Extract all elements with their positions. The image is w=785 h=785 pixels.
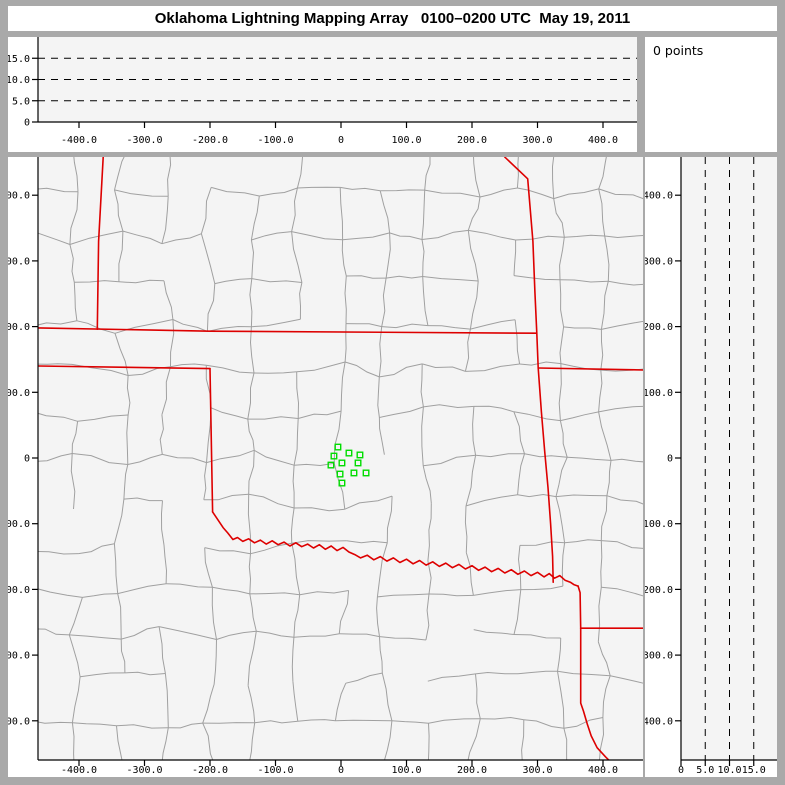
tick-label: 100.0: [391, 135, 421, 146]
tick-label: 15.0: [8, 54, 30, 65]
tick-label: 300.0: [522, 135, 552, 146]
tick-label: -300.0: [126, 135, 162, 146]
tick-label: 200.0: [8, 322, 30, 333]
tick-label: 10.0: [717, 765, 741, 776]
station-marker: [338, 459, 346, 467]
x-tick-labels: -400.0 -300.0 -200.0 -100.0 0 100.0 200.0 300.0…: [61, 122, 618, 146]
tick-label: -200.0: [192, 135, 228, 146]
station-marker: [334, 443, 342, 451]
state-boundaries: [38, 157, 643, 760]
points-count-label: 0 points: [653, 43, 704, 58]
altitude-vs-ns-card: 0 5.010.015.0 400.0 300.0 200.0 100.0 0 -100.0 -…: [645, 157, 777, 777]
tick-label: 300.0: [522, 765, 552, 776]
altitude-vs-ns-panel[interactable]: 0 5.010.015.0 400.0 300.0 200.0 100.0 0 -100.0 -…: [645, 157, 777, 777]
station-marker: [362, 469, 370, 477]
tick-label: 100.0: [8, 388, 30, 399]
tick-label: 100.0: [391, 765, 421, 776]
tick-label: 5.0: [12, 96, 30, 107]
station-marker: [345, 449, 353, 457]
station-marker: [338, 479, 346, 487]
tick-label: 200.0: [457, 135, 487, 146]
altitude-gridlines: [38, 57, 637, 102]
tick-label: -300.0: [8, 651, 30, 662]
tick-label: 300.0: [8, 256, 30, 267]
tick-label: -400.0: [61, 765, 97, 776]
plan-view-map-panel[interactable]: -400.0 -300.0 -200.0 -100.0 0 100.0 200.0 300.0…: [8, 157, 643, 777]
tick-label: -200.0: [192, 765, 228, 776]
y-tick-labels: 0 5.0 10.0 15.0: [8, 54, 38, 129]
tick-label: 0: [24, 118, 30, 129]
tick-label: -400.0: [8, 716, 30, 727]
altitude-vs-ew-panel[interactable]: -400.0 -300.0 -200.0 -100.0 0 100.0 200.0 300.0…: [8, 37, 637, 152]
tick-label: 0: [338, 765, 344, 776]
station-marker: [350, 469, 358, 477]
tick-label: -200.0: [8, 585, 30, 596]
tick-label: 0: [338, 135, 344, 146]
tick-label: 0: [678, 765, 684, 776]
tick-label: -400.0: [645, 716, 673, 727]
tick-label: 400.0: [8, 191, 30, 202]
tick-label: 200.0: [645, 322, 673, 333]
points-count-panel: 0 points: [645, 37, 777, 152]
tick-label: -300.0: [645, 651, 673, 662]
tick-label: 400.0: [588, 765, 618, 776]
x-tick-labels: 0 5.0 10.0 15.0: [678, 760, 766, 776]
station-marker: [327, 461, 335, 469]
y-tick-labels: 400.0 300.0 200.0 100.0 0 -100.0 -200.0 -300.0 -…: [8, 191, 38, 727]
station-marker: [356, 451, 364, 459]
station-marker: [336, 470, 344, 478]
tick-label: -300.0: [126, 765, 162, 776]
x-tick-labels: -400.0 -300.0 -200.0 -100.0 0 100.0 200.0 300.0…: [61, 760, 618, 776]
tick-label: -100.0: [257, 765, 293, 776]
plot-area[interactable]: [38, 157, 643, 760]
tick-label: 300.0: [645, 256, 673, 267]
window-title: Oklahoma Lightning Mapping Array 0100–02…: [154, 10, 631, 27]
tick-label: 10.0: [8, 75, 30, 86]
tick-label: 400.0: [588, 135, 618, 146]
plan-view-card: -400.0 -300.0 -200.0 -100.0 0 100.0 200.0 300.0…: [8, 157, 643, 777]
lma-station-markers: [327, 443, 370, 487]
tick-label: -200.0: [645, 585, 673, 596]
tick-label: 0: [667, 454, 673, 465]
station-marker: [354, 459, 362, 467]
tick-label: 5.0: [696, 765, 714, 776]
tick-label: 15.0: [742, 765, 766, 776]
tick-label: 0: [24, 454, 30, 465]
county-boundaries: [38, 157, 643, 760]
station-marker: [330, 452, 338, 460]
y-tick-labels: 400.0 300.0 200.0 100.0 0 -100.0 -200.0 -300.0 -…: [645, 191, 681, 727]
title-bar: Oklahoma Lightning Mapping Array 0100–02…: [8, 6, 777, 31]
tick-label: -100.0: [645, 519, 673, 530]
tick-label: -100.0: [257, 135, 293, 146]
tick-label: -100.0: [8, 519, 30, 530]
tick-label: -400.0: [61, 135, 97, 146]
altitude-gridlines: [704, 157, 755, 760]
altitude-vs-ew-card: -400.0 -300.0 -200.0 -100.0 0 100.0 200.0 300.0…: [8, 37, 637, 152]
tick-label: 400.0: [645, 191, 673, 202]
tick-label: 200.0: [457, 765, 487, 776]
tick-label: 100.0: [645, 388, 673, 399]
